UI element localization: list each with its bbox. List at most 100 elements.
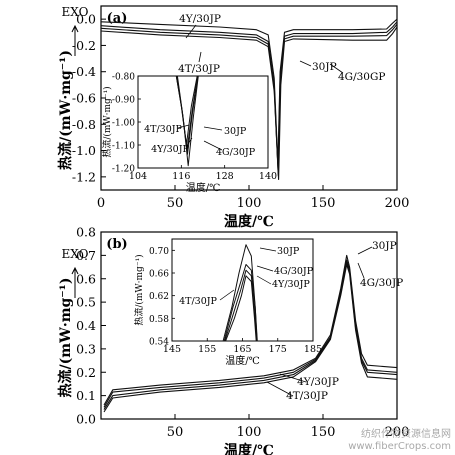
panel-b-inset-xtick-label: 175 [269,344,287,355]
panel-b-inset-series-label: 30JP [277,246,300,257]
panel-a-inset-ytick-label: -0.80 [112,73,135,83]
panel-a-inset-series-label: 4Y/30JP [151,144,189,155]
panel-a-series-label: 30JP [312,61,337,73]
panel-b-xtick-label: 150 [311,425,336,440]
panel-a-series-label: 4G/30GP [338,71,385,83]
panel-b-yaxis-label: 热流/(mW·mg⁻¹) [57,278,74,398]
panel-b-inset-ytick-label: 0.58 [149,315,169,325]
panel-b-panel-label: (b) [106,237,127,252]
panel-b-series-label: 4G/30JP [360,277,403,289]
panel-a-yaxis-label: 热流/(mW·mg⁻¹) [57,50,74,170]
panel-b-series-label: 4T/30JP [286,390,328,402]
panel-a-inset-label-leader [177,124,190,129]
panel-b-series-group [103,254,397,413]
panel-a-ytick-label: -0.2 [72,38,96,53]
panel-a-inset-ytick-label: -0.90 [112,96,135,106]
watermark-line1: 纺织作物资源信息网 [361,429,451,440]
panel-a-panel-label: (a) [107,11,128,26]
panel-a-ytick-label: -1.0 [72,143,96,158]
panel-a-inset-xtick-label: 140 [259,171,277,182]
panel-b-inset-xtick-label: 155 [198,344,216,355]
panel-a-ytick-label: -0.4 [72,64,96,79]
panel-b-inset-series-label: 4T/30JP [179,296,217,307]
panel-b-label-leader [266,381,294,397]
panel-a-inset-xtick-label: 104 [129,171,147,182]
panel-a-label-leader [185,24,197,39]
panel-a-inset-yaxis-label: 热流/(mW·mg⁻¹) [101,86,113,157]
panel-b-exo-arrow-head [71,266,79,275]
panel-a-series-label: 4T/30JP [178,63,220,75]
panel-a-inset-xtick-label: 128 [216,171,234,182]
panel-a-ytick-label: -0.8 [72,117,96,132]
panel-a-inset-series-label: 4G/30JP [216,147,256,158]
panel-b-series-label: 30JP [372,240,397,252]
panel-b-inset-label-leader [219,289,235,301]
panel-b-inset-series-4g-30jp [223,264,258,341]
panel-a-xaxis-label: 温度/℃ [224,213,274,230]
panel-a-inset-series-4g-30jp [176,76,199,167]
panel-a-exo-label: EXO [62,5,89,19]
panel-b-inset-series-4t-30jp [225,275,257,341]
panel-b-inset-xtick-label: 185 [304,344,322,355]
panel-b-inset-label-leader [256,275,272,285]
watermark-line2: www.fiberCrops.com [348,441,451,452]
panel-b-ytick-label: 0.8 [76,225,96,240]
panel-b-ytick-label: 0.6 [76,271,96,286]
panel-a-label-leader [198,51,202,63]
panel-a-inset-frame [137,75,269,169]
panel-a-ytick-label: -1.2 [72,169,96,184]
panel-b-ytick-label: 0.2 [76,365,96,380]
panel-b-label-leader [357,246,373,255]
panel-a-xtick-label: 150 [311,196,336,211]
panel-b-ytick-label: 0.5 [76,295,96,310]
panel-a-inset-label-leader [203,126,223,131]
panel-b-label-leader [279,373,307,383]
panel-a-inset-xaxis-label: 温度/℃ [186,181,221,194]
panel-a-label-leader [299,60,312,67]
panel-b-inset-series-label: 4Y/30JP [272,279,310,290]
panel-b-ytick-label: 0.7 [76,248,96,263]
panel-a-series-group [101,18,397,181]
panel-b-inset-ytick-label: 0.54 [149,338,169,348]
panel-a-series-label: 4Y/30JP [179,13,221,25]
panel-b-ytick-label: 0.1 [76,388,96,403]
panel-b-inset-series-label: 4G/30JP [274,266,314,277]
panel-b-inset-xtick-label: 165 [233,344,251,355]
panel-a-xtick-label: 200 [385,196,410,211]
watermark: 纺织作物资源信息网 www.fiberCrops.com [348,429,451,453]
panel-b-xtick-label: 200 [385,425,410,440]
panel-b-inset-yaxis-label: 热流/(mW·mg⁻¹) [133,254,145,325]
panel-b-xaxis-label: 温度/℃ [224,442,274,455]
panel-a-inset-ytick-label: -1.10 [112,142,135,152]
panel-b-inset-series-4y-30jp [224,269,258,341]
panel-b-ytick-label: 0.4 [76,318,96,333]
panel-a-inset-series-label: 30JP [224,126,247,137]
panel-b-series-4t-30jp [103,264,397,413]
panel-a-ytick-label: 0.0 [76,12,96,27]
panel-a-inset-label-leader [185,137,193,148]
panel-b-inset-label-leader [256,265,274,272]
panel-b-ytick-label: 0.0 [76,412,96,427]
panel-b-inset-ytick-label: 0.62 [149,292,169,302]
panel-a-xtick-label: 0 [97,196,105,211]
panel-b-inset-xaxis-label: 温度/℃ [225,354,260,367]
panel-a-inset-series-label: 4T/30JP [144,124,182,135]
panel-a-inset-label-leader [203,140,223,151]
panel-b-ytick-label: 0.3 [76,341,96,356]
panel-a-series-30jp [101,24,397,171]
panel-a-inset-ytick-label: -1.00 [112,119,135,129]
panel-a-xtick-label: 100 [237,196,262,211]
panel-a-inset-xtick-label: 116 [172,171,190,182]
panel-b-inset-xtick-label: 145 [163,344,181,355]
panel-a-series-4g-30gp [101,26,397,181]
panel-b-inset-ytick-label: 0.70 [149,247,169,257]
panel-b-exo-label: EXO [62,247,89,261]
panel-a-inset-series-group [175,76,199,167]
panel-b-inset-label-leader [259,247,277,252]
panel-a-xtick-label: 50 [167,196,184,211]
panel-b-xtick-label: 50 [167,425,184,440]
panel-b-inset-series-group [222,244,258,341]
panel-a-inset-ytick-label: -1.20 [112,165,135,175]
panel-a-label-leader [329,63,344,74]
